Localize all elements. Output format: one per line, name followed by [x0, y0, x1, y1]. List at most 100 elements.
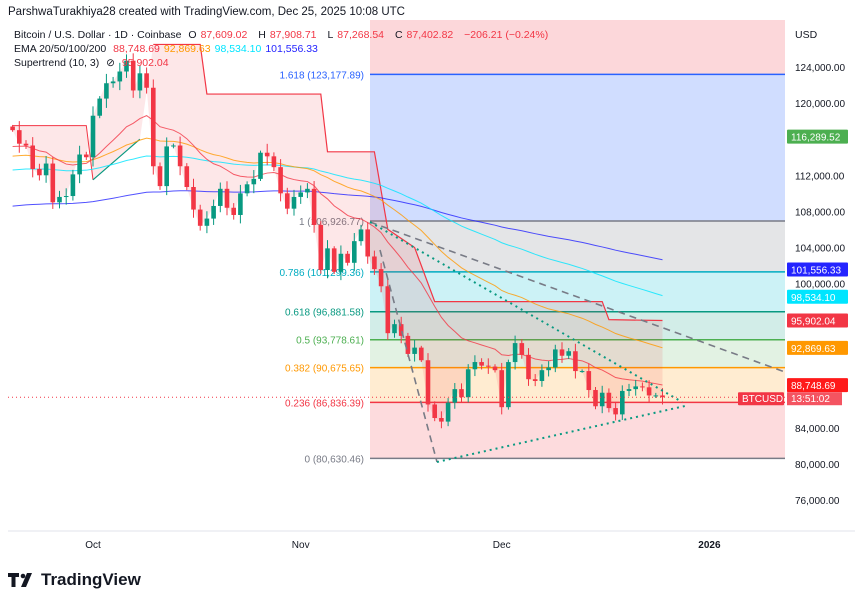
supertrend-line-down	[12, 125, 94, 180]
candle	[285, 187, 290, 215]
candle-body	[264, 152, 270, 157]
candle-body	[17, 130, 22, 144]
candle	[479, 358, 484, 370]
fib-label: 0.382 (90,675.65)	[285, 364, 364, 375]
time-tick: Dec	[493, 540, 511, 551]
candle-body	[318, 224, 324, 271]
price-tick: 108,000.00	[795, 207, 845, 218]
eye-off-icon[interactable]: ⊘	[106, 57, 115, 69]
candle-body	[385, 286, 391, 334]
candle-body	[358, 229, 364, 242]
candle	[620, 385, 625, 420]
candle-body	[278, 167, 283, 194]
candle	[57, 190, 62, 209]
symbol-tag-bg	[738, 392, 784, 406]
tradingview-logo-icon	[8, 573, 32, 587]
candle-body	[352, 241, 357, 263]
candle-body	[653, 395, 659, 397]
candle-body	[506, 362, 511, 408]
candle-body	[271, 156, 277, 168]
price-label: 88,748.69	[791, 381, 836, 392]
candle-body	[70, 174, 76, 197]
ema-row[interactable]: EMA 20/50/100/200 88,748.69 92,869.63 98,5…	[14, 42, 552, 56]
candle-body	[640, 386, 645, 388]
brand-name: TradingView	[41, 570, 141, 589]
candle-body	[184, 166, 190, 188]
candle	[211, 199, 216, 225]
candle-body	[566, 351, 571, 356]
ema50-line	[12, 137, 663, 349]
candle	[305, 183, 310, 199]
candle	[352, 233, 357, 271]
candle	[104, 73, 109, 108]
candle-body	[238, 193, 243, 215]
high-value: 87,908.71	[269, 29, 317, 41]
price-label: 101,556.33	[791, 266, 841, 277]
candle	[492, 364, 498, 373]
price-label-bg	[787, 262, 848, 277]
candle	[593, 387, 598, 410]
price-label: 116,289.52	[791, 133, 841, 144]
candle	[10, 124, 15, 132]
candle-body	[660, 395, 665, 398]
candle-body	[298, 192, 303, 197]
candle	[586, 363, 592, 398]
price-tick: 104,000.00	[795, 243, 845, 254]
candle-body	[97, 98, 102, 116]
fib-zone	[370, 74, 785, 222]
candle-body	[50, 163, 56, 203]
ema100-value: 98,534.10	[214, 43, 262, 55]
candle	[251, 170, 257, 194]
candle-body	[445, 402, 451, 422]
candle-body	[157, 166, 163, 187]
candle	[613, 401, 618, 421]
candle-body	[77, 154, 82, 175]
time-tick: 2026	[698, 540, 721, 551]
supertrend-line-down	[153, 43, 663, 322]
candle	[77, 145, 82, 184]
candle-body	[325, 248, 330, 271]
supertrend-row[interactable]: Supertrend (10, 3) ⊘ 95,902.04	[14, 56, 552, 70]
currency-label[interactable]: USD	[795, 29, 818, 41]
candle-body	[224, 188, 230, 208]
candle	[271, 152, 277, 172]
candle-body	[586, 371, 592, 391]
candle-body	[164, 146, 169, 187]
candle-body	[23, 143, 29, 146]
low-label: L	[327, 29, 334, 41]
price-label: 98,534.10	[791, 293, 836, 304]
candle-body	[110, 81, 116, 84]
candle-body	[345, 253, 350, 263]
candle-body	[613, 408, 618, 415]
candle	[110, 76, 116, 88]
candle	[546, 361, 551, 377]
price-label-bg	[787, 378, 848, 393]
candle-body	[412, 347, 417, 354]
candle	[345, 250, 350, 266]
price-tick: 84,000.00	[795, 424, 840, 435]
candle	[358, 224, 364, 246]
candle	[124, 54, 129, 78]
candle-body	[519, 343, 525, 355]
trendline-dotted	[436, 405, 686, 463]
candle	[372, 250, 377, 275]
tradingview-logo[interactable]: TradingView	[8, 570, 141, 590]
candle	[197, 204, 203, 231]
candle	[30, 137, 35, 178]
chart-credit: ParshwaTurakhiya28 created with TradingV…	[8, 6, 405, 18]
open-label: O	[188, 29, 197, 41]
fib-label: 1 (106,926.77)	[299, 217, 364, 228]
ema200-line	[12, 190, 663, 261]
price-scale	[785, 44, 860, 531]
candle-body	[331, 248, 337, 272]
fib-zone	[370, 221, 785, 272]
candle	[23, 140, 29, 150]
candle-body	[338, 253, 344, 272]
candle	[599, 385, 605, 414]
candle	[231, 203, 236, 220]
candle	[419, 345, 424, 363]
candle-body	[392, 324, 397, 334]
